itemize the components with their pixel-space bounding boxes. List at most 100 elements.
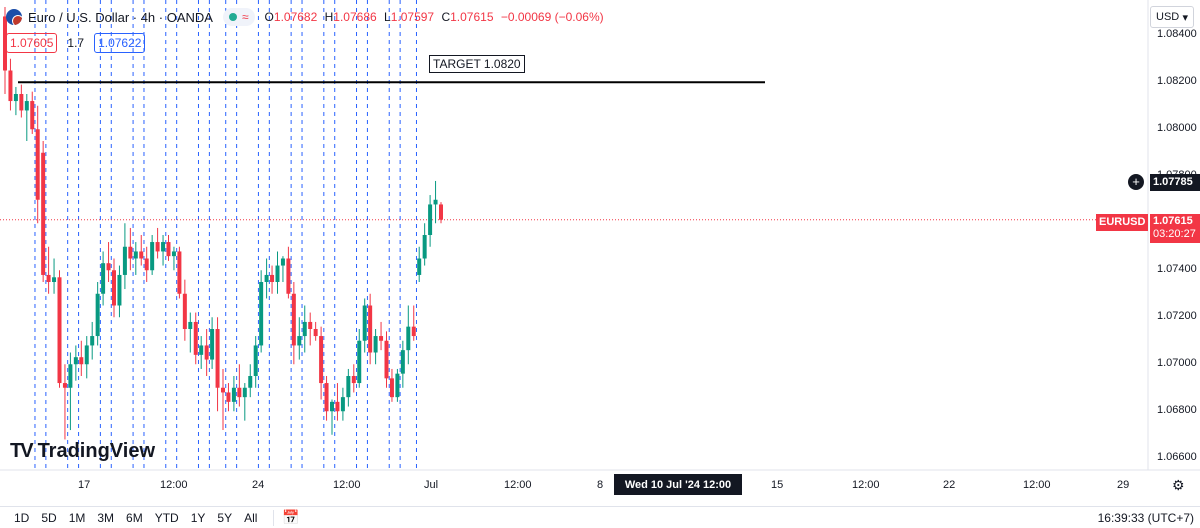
bar-countdown: 03:20:27 [1153,228,1196,240]
timeframe-1y[interactable]: 1Y [190,510,206,525]
candle-body [24,101,29,111]
timeframe-ytd[interactable]: YTD [154,510,179,525]
candle [46,246,51,294]
price-tick-label: 1.07000 [1157,357,1197,370]
currency-dropdown[interactable]: USD ▾ [1150,6,1194,28]
candle-body [395,373,400,398]
candle [133,242,138,275]
candle-body [330,401,334,412]
candle [221,368,225,431]
candle [428,195,433,247]
timeframe-6m[interactable]: 6M [126,510,143,525]
low-value: 1.07597 [390,10,435,24]
candle [199,336,204,369]
candle [389,368,394,402]
high-key: H [324,10,334,24]
candle-body [139,251,144,259]
timeframe-1m[interactable]: 1M [68,510,86,525]
candle [231,376,236,412]
settings-gear-icon[interactable]: ⚙ [1172,477,1185,493]
candle-body [128,246,133,259]
candle [308,312,313,346]
candle [439,202,443,224]
candle-body [324,383,329,412]
candle [368,293,373,365]
calendar-range-icon[interactable]: 📅 [282,509,300,525]
price-tick-label: 1.07200 [1157,310,1197,323]
candle [379,321,384,351]
candle [106,242,111,282]
timeframe-1d[interactable]: 1D [14,510,30,525]
candle [400,340,405,388]
candle-body [13,94,18,102]
timeframe-3m[interactable]: 3M [97,510,115,525]
candle-body [79,357,84,365]
candle [122,223,127,290]
price-tick-label: 1.07400 [1157,263,1197,276]
candle-body [35,129,40,200]
candle [237,364,242,407]
clock-timezone[interactable]: 16:39:33 (UTC+7) [1097,511,1194,525]
timeframe-5y[interactable]: 5Y [217,510,233,525]
close-value: 1.07615 [450,10,494,24]
candle-body [52,277,57,282]
ohlc-values: O1.07682 H1.07686 L1.07597 C1.07615 −0.0… [265,10,608,24]
candle [73,345,78,381]
sell-button[interactable]: 1.07605 [6,33,58,53]
add-alert-plus-icon[interactable]: + [1128,174,1144,190]
candle [19,84,24,118]
change-value: −0.00069 (−0.06%) [500,10,604,24]
candle-body [101,263,106,294]
time-tick-label: 29 [1117,479,1130,491]
candle [112,258,116,318]
market-status-pill[interactable]: ≈ [222,8,255,26]
candle [57,270,62,388]
candle [90,321,95,360]
candle-body [373,336,378,353]
candle [84,336,89,379]
candle [144,246,149,282]
candle-body [90,336,95,346]
candle [30,91,35,134]
candle-body [428,204,433,235]
candle-body [280,258,285,266]
vertical-dashed-lines [34,0,417,470]
timeframe-5d[interactable]: 5D [41,510,57,525]
timeframe-all[interactable]: All [244,510,258,525]
candle-body [242,387,247,398]
candle-body [171,251,176,257]
candle [193,312,198,365]
candle-body [439,204,443,220]
open-key: O [264,10,274,24]
candle-body [253,345,258,376]
candle [335,383,340,421]
candle-body [155,242,160,252]
bottom-toolbar: 1D 5D 1M 3M 6M YTD 1Y 5Y All 📅 16:39:33 … [0,506,1200,528]
candle [177,246,182,299]
time-tick-label: 17 [78,479,91,491]
candle-body [319,336,324,384]
candle [346,368,351,407]
price-tick-label: 1.08200 [1157,75,1197,88]
candle [362,298,367,353]
candle-body [379,336,384,341]
low-key: L [384,10,391,24]
candle [226,383,231,412]
candle-body [204,345,209,360]
close-key: C [441,10,451,24]
candle [433,180,438,224]
candle-body [199,345,204,355]
time-tick-label: 8 [597,479,604,491]
candle-body [182,293,187,329]
candle-body [8,70,13,102]
candle [166,235,171,261]
candle-body [221,387,225,393]
symbol-title[interactable]: Euro / U.S. Dollar · 4h · OANDA [28,9,213,25]
candle-body [166,242,171,257]
target-label[interactable]: TARGET 1.0820 [429,55,525,73]
candle [280,256,285,282]
buy-button[interactable]: 1.07622 [94,33,146,53]
candle-body [335,401,340,412]
